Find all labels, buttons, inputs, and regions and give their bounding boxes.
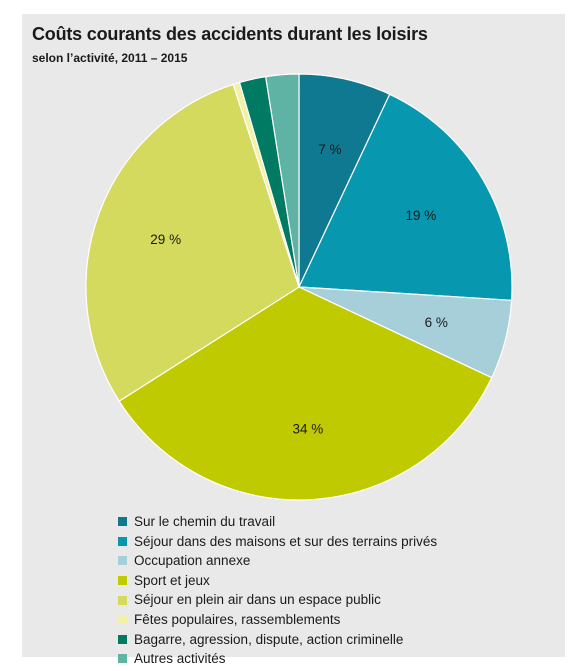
legend-swatch-5 xyxy=(118,615,127,625)
legend-swatch-4 xyxy=(118,595,127,605)
legend-label-5: Fêtes populaires, rassemblements xyxy=(134,611,341,627)
legend-item-4: Séjour en plein air dans un espace publi… xyxy=(118,590,437,610)
pie-slice-7 xyxy=(264,73,300,288)
chart-panel: Coûts courants des accidents durant les … xyxy=(22,14,565,666)
legend-item-0: Sur le chemin du travail xyxy=(118,512,437,532)
legend-label-3: Sport et jeux xyxy=(134,572,210,588)
legend-item-7: Autres activités xyxy=(118,649,437,669)
slice-label-0: 7 % xyxy=(318,142,341,157)
legend-label-7: Autres activités xyxy=(134,651,226,667)
legend-swatch-3 xyxy=(118,576,127,586)
legend-label-4: Séjour en plein air dans un espace publi… xyxy=(134,592,381,608)
legend-item-1: Séjour dans des maisons et sur des terra… xyxy=(118,532,437,552)
legend-label-0: Sur le chemin du travail xyxy=(134,514,276,529)
slice-label-3: 34 % xyxy=(293,421,324,436)
legend-item-5: Fêtes populaires, rassemblements xyxy=(118,610,437,630)
chart-legend: Sur le chemin du travail Séjour dans des … xyxy=(118,512,437,669)
slice-label-4: 29 % xyxy=(150,232,181,247)
legend-item-2: Occupation annexe xyxy=(118,551,437,571)
legend-swatch-6 xyxy=(118,634,127,644)
legend-swatch-7 xyxy=(118,654,127,664)
legend-item-6: Bagarre, agression, dispute, action crim… xyxy=(118,630,437,650)
legend-swatch-1 xyxy=(118,536,127,546)
legend-label-6: Bagarre, agression, dispute, action crim… xyxy=(134,631,404,647)
pie-slice-3 xyxy=(118,286,493,501)
pie-slice-4 xyxy=(85,83,300,402)
legend-swatch-2 xyxy=(118,556,127,566)
legend-label-1: Séjour dans des maisons et sur des terra… xyxy=(134,533,438,549)
slice-label-2: 6 % xyxy=(425,315,448,330)
legend-swatch-0 xyxy=(118,517,127,527)
pie-chart: 7 % 19 % 6 % 34 % 29 % xyxy=(85,73,513,501)
chart-subtitle: selon l’activité, 2011 – 2015 xyxy=(32,51,188,65)
legend-item-3: Sport et jeux xyxy=(118,571,437,591)
slice-label-1: 19 % xyxy=(406,208,437,223)
legend-label-2: Occupation annexe xyxy=(134,553,251,569)
pie-slice-1 xyxy=(298,93,513,302)
chart-title: Coûts courants des accidents durant les … xyxy=(32,24,428,44)
